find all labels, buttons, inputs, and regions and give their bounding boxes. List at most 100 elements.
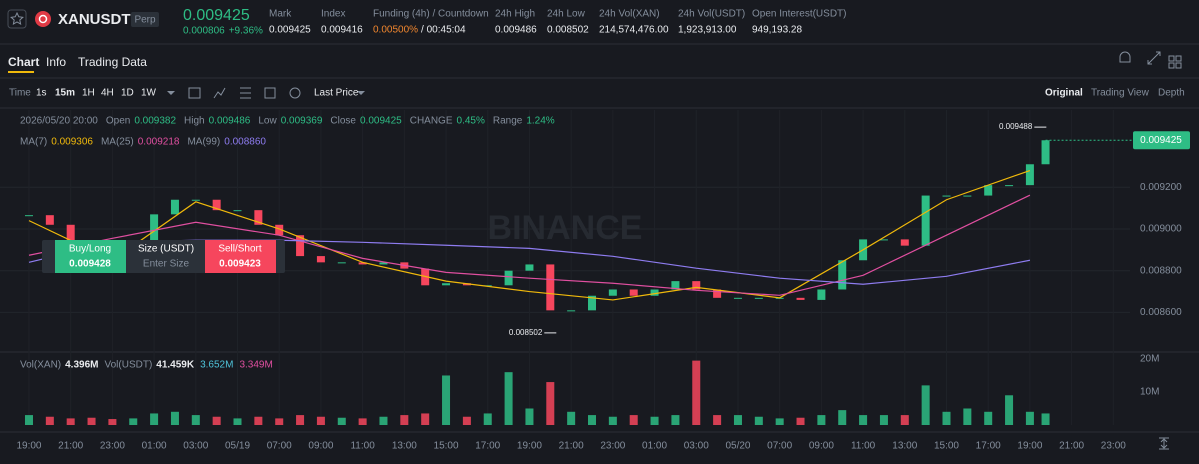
y-tick-label: 20M (1140, 354, 1159, 365)
x-tick-label: 19:00 (517, 441, 542, 452)
interval[interactable]: 1D (121, 88, 134, 99)
ma-label: MA(7) (20, 137, 47, 148)
volume-bar (754, 416, 763, 425)
volume-bar (254, 416, 263, 425)
candle (233, 210, 242, 212)
candle (984, 185, 993, 196)
axis-settings-icon[interactable] (1159, 437, 1169, 450)
toolbar-icon[interactable] (289, 87, 301, 99)
grid-icon[interactable] (1168, 62, 1175, 69)
ma-value: 0.008860 (224, 137, 266, 148)
interval[interactable]: 4H (101, 88, 114, 99)
volume-bar (984, 411, 993, 425)
volume-bar (650, 416, 659, 425)
view-tab[interactable]: Original (1045, 88, 1083, 99)
volume-bar (129, 418, 138, 425)
stat-label: Index (321, 9, 345, 20)
grid-icon[interactable] (1168, 55, 1175, 62)
stat-value: 1,923,913.00 (678, 25, 737, 36)
last-price: 0.009425 (183, 7, 250, 24)
ohlc-value: 0.009425 (360, 116, 402, 127)
ohlc-label: Low (258, 116, 277, 127)
volume-bar (859, 415, 868, 425)
candle (692, 281, 701, 290)
tab[interactable]: Trading Data (78, 55, 147, 69)
coin-logo (35, 11, 51, 27)
toolbar-icons[interactable] (188, 87, 276, 99)
ma-label: MA(25) (101, 137, 134, 148)
volume-bar (963, 408, 972, 425)
buy-button[interactable] (55, 240, 126, 273)
grid-icon[interactable] (1175, 55, 1182, 62)
candle (442, 283, 451, 286)
ohlc-value: 1.24% (526, 116, 554, 127)
vol-value: 41.459K (156, 360, 195, 371)
volume-bar (1041, 413, 1050, 425)
volume-bar (546, 382, 555, 425)
interval[interactable]: 1H (82, 88, 95, 99)
stat-value: 0.00500% (373, 25, 418, 36)
volume-bar (879, 415, 888, 425)
sell-label: Sell/Short (218, 244, 262, 255)
view-tab[interactable]: Depth (1158, 88, 1185, 99)
vol-label: Vol(USDT) (104, 360, 152, 371)
symbol: XANUSDT (58, 11, 131, 28)
x-tick-label: 17:00 (475, 441, 500, 452)
interval[interactable]: 1s (36, 88, 47, 99)
ohlc-value: 0.009369 (281, 116, 323, 127)
stat-label: Funding (4h) / Countdown (373, 9, 489, 20)
plot (0, 110, 1130, 425)
volume-bar (796, 417, 805, 425)
interval[interactable]: 1W (141, 88, 157, 99)
ohlc-value: 0.009382 (134, 116, 176, 127)
volume-bar (775, 418, 784, 425)
tab[interactable]: Chart (8, 55, 39, 69)
x-tick-label: 13:00 (892, 441, 917, 452)
volume-bar (817, 415, 826, 425)
candle (170, 199, 179, 215)
view-tab[interactable]: Trading View (1091, 88, 1150, 99)
x-tick-label: 21:00 (58, 441, 83, 452)
size-input: Enter Size (143, 259, 190, 270)
coin-logo-mark (38, 14, 48, 24)
tab[interactable]: Info (46, 55, 66, 69)
volume-bar (150, 413, 159, 425)
interval: Time (9, 88, 31, 99)
candle (671, 281, 680, 290)
x-tick-label: 23:00 (100, 441, 125, 452)
volume-bar (337, 417, 346, 425)
candle (504, 270, 513, 286)
watermark: BINANCE (488, 209, 643, 247)
favorite-button[interactable] (7, 9, 27, 29)
volume-bar (316, 416, 325, 425)
ohlc-date: 2026/05/20 20:00 (20, 116, 98, 127)
x-tick-label: 19:00 (1017, 441, 1042, 452)
price-type[interactable]: Last Price (314, 88, 359, 99)
header-icons[interactable] (1119, 51, 1161, 65)
candle (212, 199, 221, 211)
ma-line (28, 169, 1031, 301)
interval[interactable]: 15m (55, 88, 75, 99)
sell-button[interactable] (205, 240, 276, 273)
volume-bar (838, 410, 847, 425)
x-tick-label: 17:00 (976, 441, 1001, 452)
candle (838, 260, 847, 290)
stat-label: 24h Vol(XAN) (599, 9, 660, 20)
stat-label: Mark (269, 9, 292, 20)
volume-bar (421, 413, 430, 425)
x-tick-label: 01:00 (142, 441, 167, 452)
vol-ma: 3.349M (239, 360, 272, 371)
x-tick-label: 19:00 (16, 441, 41, 452)
y-tick-label: 0.008600 (1140, 307, 1182, 318)
volume-bar (358, 418, 367, 425)
grid-icon[interactable] (1175, 62, 1182, 69)
candle (1025, 164, 1034, 186)
stat-label: 24h Vol(USDT) (678, 9, 745, 20)
x-tick-label: 09:00 (809, 441, 834, 452)
active-tab-underline (8, 71, 34, 73)
volume-bar (442, 375, 451, 425)
candle (525, 264, 534, 271)
